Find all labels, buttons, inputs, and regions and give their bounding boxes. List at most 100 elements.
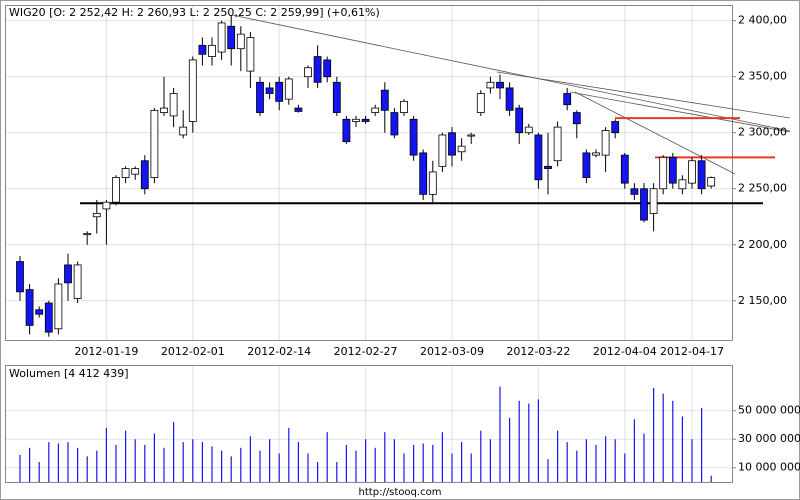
y-tick-label: 2 200,00 xyxy=(738,238,787,251)
y-tick-label: 2 250,00 xyxy=(738,182,787,195)
trendline xyxy=(496,71,791,119)
x-tick-label: 2012-03-22 xyxy=(506,345,570,358)
candle-body xyxy=(188,59,197,122)
price-title: WIG20 [O: 2 252,42 H: 2 260,93 L: 2 250,… xyxy=(9,6,380,19)
candle-body xyxy=(496,81,504,89)
candle-body xyxy=(332,81,341,113)
x-tick-label: 2012-02-01 xyxy=(161,345,225,358)
y-tick-label: 2 300,00 xyxy=(738,126,787,139)
volume-title: Wolumen [4 412 439] xyxy=(9,367,129,380)
candle-body xyxy=(678,179,687,190)
candle-body xyxy=(275,81,284,102)
candle-body xyxy=(361,118,370,122)
candle-body xyxy=(486,81,495,89)
candle-body xyxy=(236,33,245,50)
trendline xyxy=(574,91,736,175)
candle-body xyxy=(73,264,82,299)
candle-body xyxy=(284,78,293,100)
trendline xyxy=(231,14,791,132)
candle-body xyxy=(534,134,543,181)
candle-body xyxy=(476,93,485,113)
candle-body xyxy=(54,283,63,330)
x-tick-label: 2012-04-17 xyxy=(660,345,724,358)
candle-body xyxy=(697,160,706,190)
candle-body xyxy=(150,109,159,178)
candle-body xyxy=(313,56,322,83)
trendline xyxy=(569,91,791,133)
candle-body xyxy=(457,145,466,153)
candle-body xyxy=(707,177,716,187)
candle-body xyxy=(390,112,399,136)
candle-body xyxy=(16,261,24,293)
candle-body xyxy=(198,44,207,55)
candle-body xyxy=(640,188,648,221)
candle-body xyxy=(400,100,408,113)
candle-body xyxy=(611,121,620,134)
candle-body xyxy=(83,233,92,236)
candle-body xyxy=(35,309,44,315)
candle-body xyxy=(630,188,639,195)
candle-body xyxy=(112,177,120,203)
candle-body xyxy=(304,67,312,78)
candle-body xyxy=(92,212,101,218)
candle-body xyxy=(409,118,418,156)
candle-body xyxy=(342,118,351,143)
x-tick-label: 2012-04-04 xyxy=(593,345,657,358)
candle-body xyxy=(515,107,524,134)
x-tick-label: 2012-01-19 xyxy=(74,345,138,358)
candle-body xyxy=(140,160,149,190)
candle-body xyxy=(371,107,380,113)
candle-body xyxy=(601,130,610,156)
candle-body xyxy=(419,152,428,195)
candle-body xyxy=(256,81,264,113)
candle-body xyxy=(448,132,456,156)
candle-body xyxy=(227,25,236,50)
candle-body xyxy=(572,112,581,125)
candle-body xyxy=(246,37,255,72)
y-tick-label: 10 000 000 xyxy=(738,461,800,474)
candle-body xyxy=(64,264,72,284)
candle-body xyxy=(592,152,600,156)
y-tick-label: 2 400,00 xyxy=(738,14,787,27)
candle-body xyxy=(131,168,140,175)
candle-body xyxy=(294,107,303,112)
x-tick-label: 2012-03-09 xyxy=(420,345,484,358)
candle-body xyxy=(524,126,533,134)
candle-body xyxy=(265,87,274,94)
candle-body xyxy=(620,154,629,184)
candle-body xyxy=(582,152,591,178)
candle-body xyxy=(467,134,476,137)
candle-body xyxy=(323,59,332,78)
candle-body xyxy=(380,89,389,111)
candle-body xyxy=(25,289,34,326)
candle-body xyxy=(352,118,360,122)
x-tick-label: 2012-02-14 xyxy=(247,345,311,358)
candle-body xyxy=(428,171,437,195)
candle-body xyxy=(505,87,514,111)
candle-body xyxy=(217,22,226,53)
candle-body xyxy=(208,44,216,57)
candle-body xyxy=(659,156,668,190)
candle-body xyxy=(160,107,168,113)
candle-body xyxy=(563,93,572,106)
y-tick-label: 30 000 000 xyxy=(738,432,800,445)
candle-body xyxy=(179,126,188,136)
candle-body xyxy=(553,126,562,162)
x-tick-label: 2012-02-27 xyxy=(334,345,398,358)
candle-body xyxy=(668,156,677,184)
candle-body xyxy=(544,165,552,169)
candle-body xyxy=(169,93,178,117)
candle-body xyxy=(102,201,111,210)
footer: http://stooq.com xyxy=(359,487,442,498)
candle-body xyxy=(121,168,130,178)
y-tick-label: 50 000 000 xyxy=(738,404,800,417)
trendlines xyxy=(231,14,791,175)
y-tick-label: 2 350,00 xyxy=(738,70,787,83)
y-tick-label: 2 150,00 xyxy=(738,294,787,307)
candle-body xyxy=(649,188,658,214)
volume-panel xyxy=(5,365,733,483)
candle-body xyxy=(44,302,53,333)
candle-body xyxy=(438,134,447,167)
